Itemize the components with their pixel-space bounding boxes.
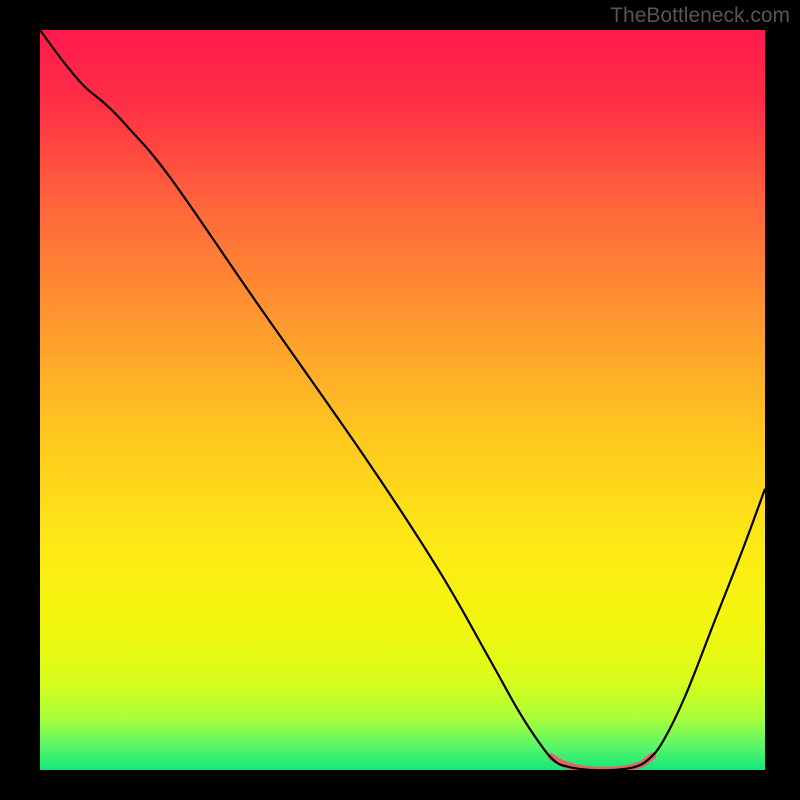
chart-svg bbox=[40, 30, 765, 770]
watermark-text: TheBottleneck.com bbox=[610, 4, 790, 28]
bottleneck-chart bbox=[40, 30, 765, 770]
chart-background bbox=[40, 30, 765, 770]
